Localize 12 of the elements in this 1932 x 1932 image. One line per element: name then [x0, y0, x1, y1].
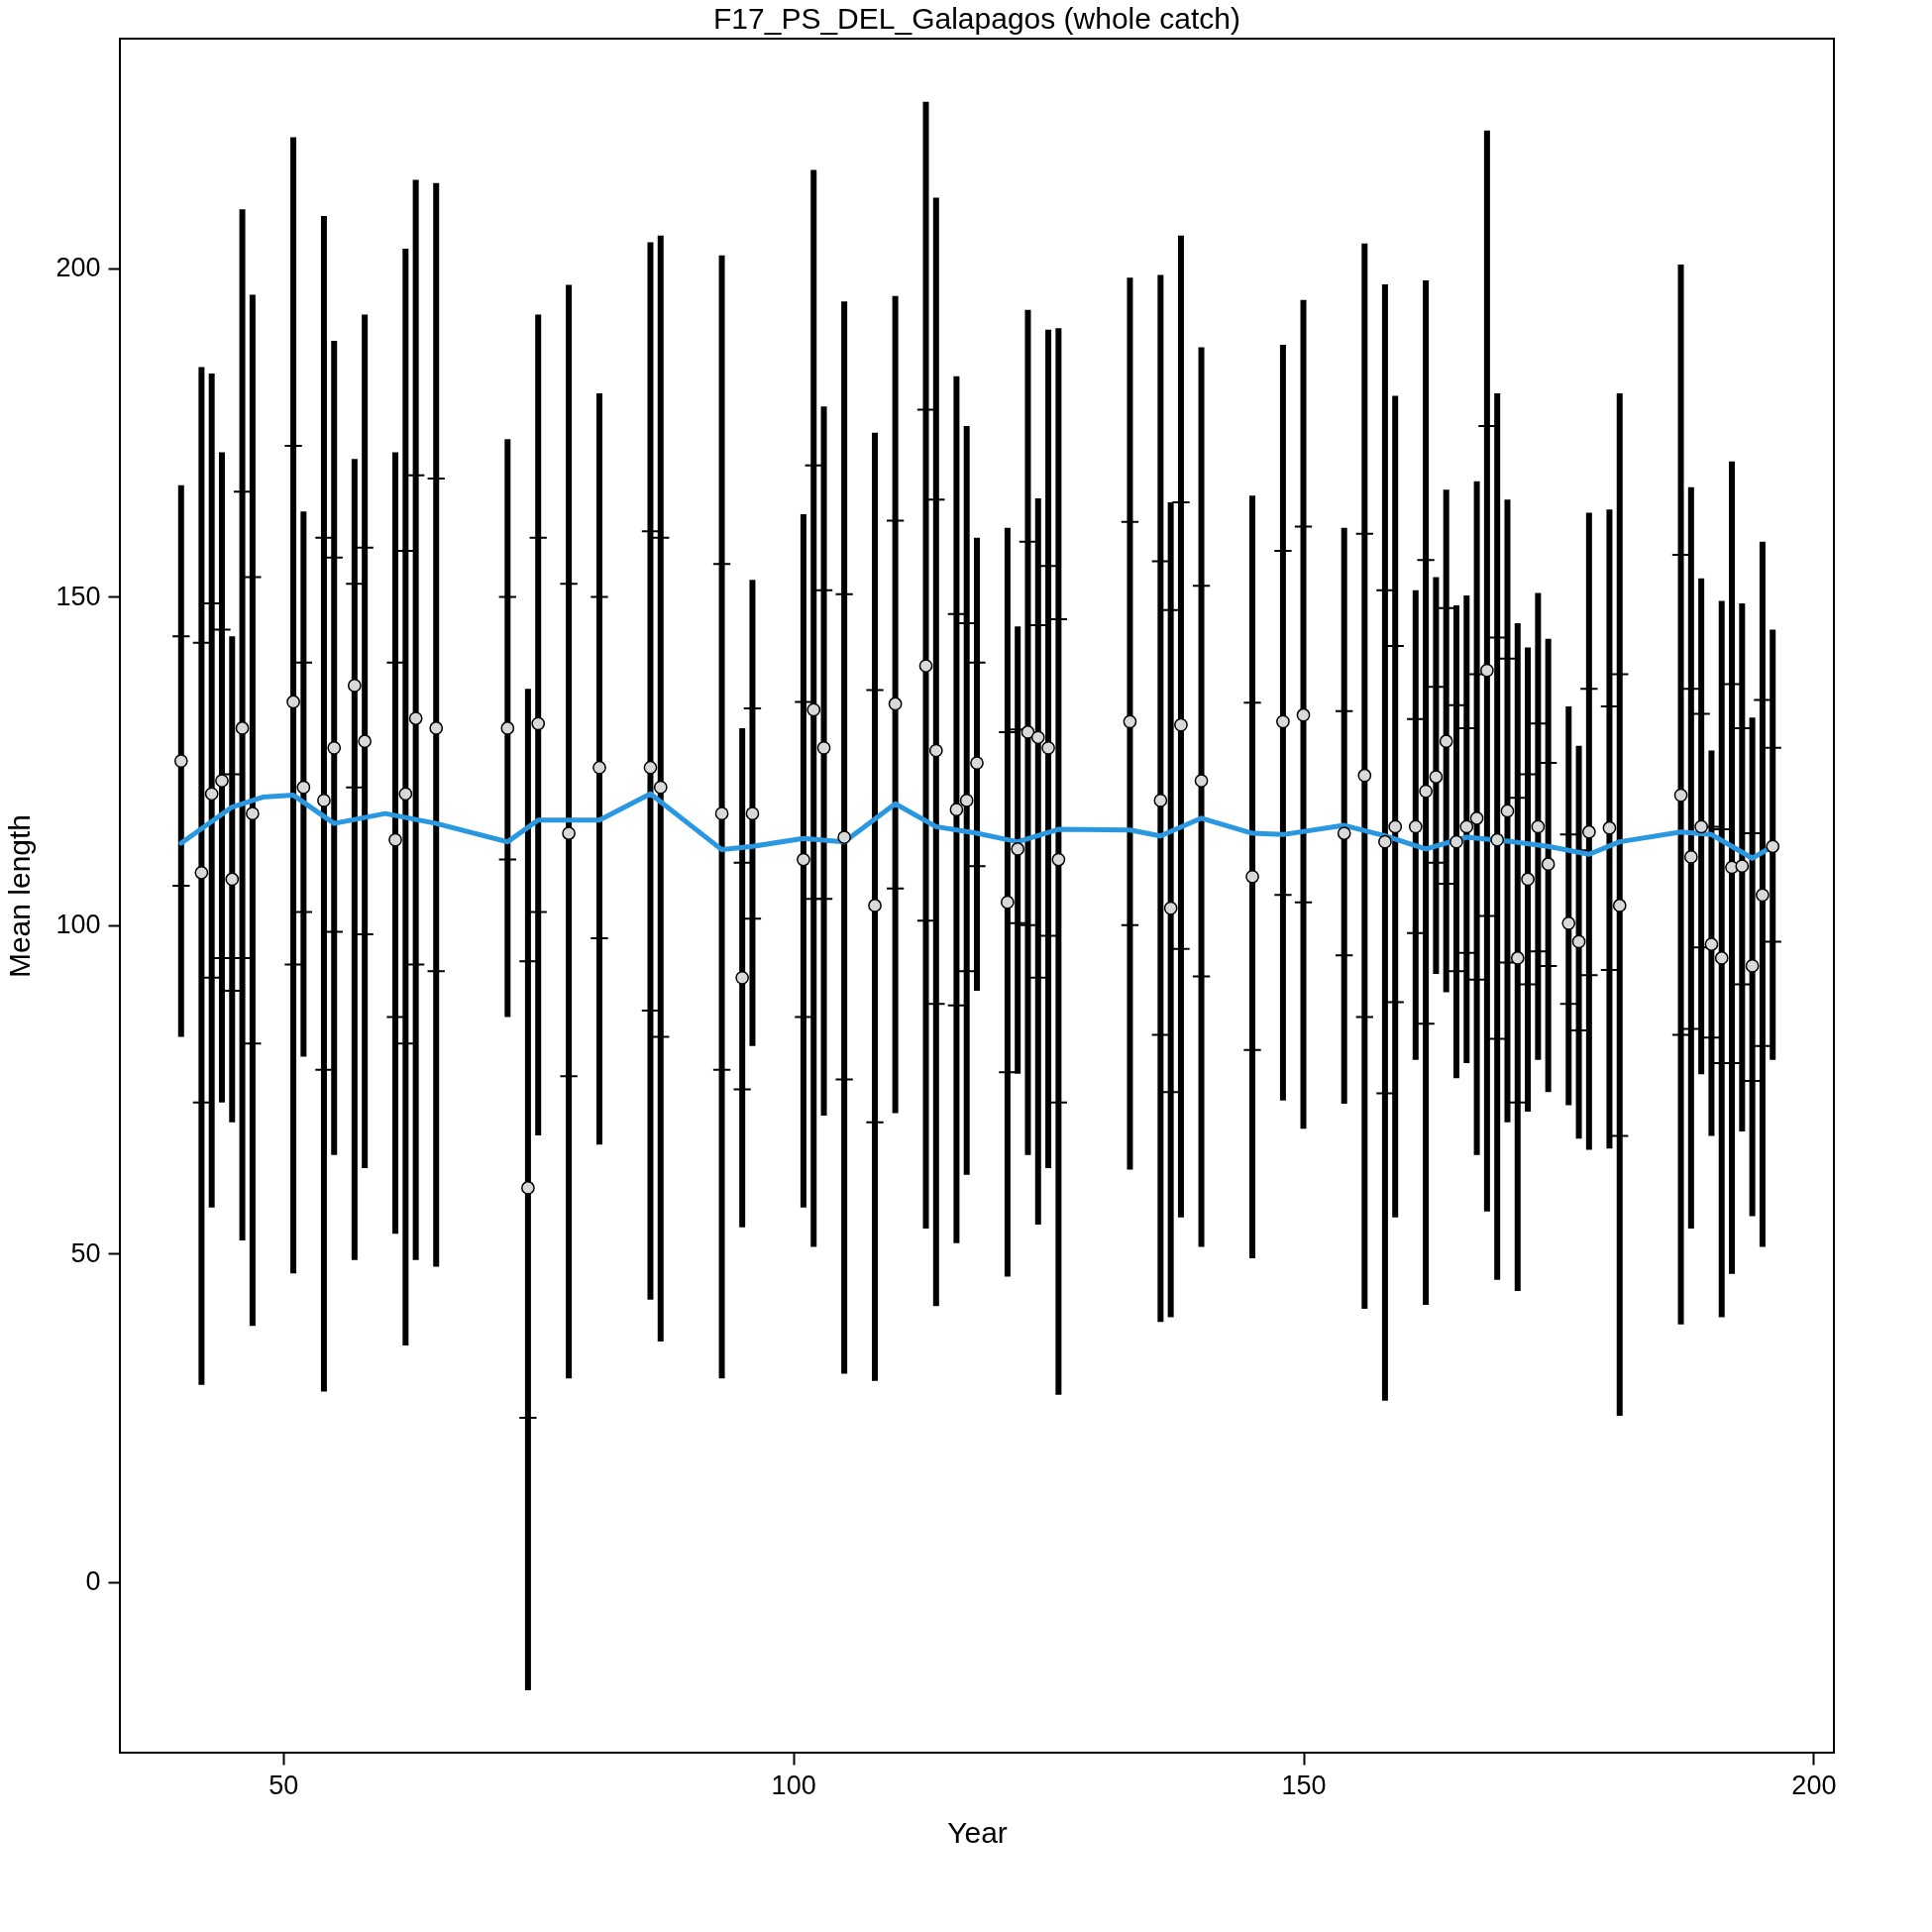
x-tick-label: 100 [771, 1770, 816, 1800]
x-tick-label: 150 [1281, 1770, 1327, 1800]
y-tick-label: 200 [55, 253, 101, 283]
y-tick-label: 100 [55, 910, 101, 940]
y-tick-label: 150 [55, 581, 101, 611]
y-tick-label: 50 [70, 1237, 101, 1268]
y-axis-title: Mean length [3, 813, 37, 979]
x-axis-title: Year [947, 1815, 1008, 1849]
chart-title: F17_PS_DEL_Galapagos (whole catch) [713, 2, 1240, 35]
x-tick-label: 200 [1791, 1770, 1837, 1800]
x-tick-label: 50 [268, 1770, 299, 1800]
y-tick-label: 0 [85, 1566, 101, 1597]
